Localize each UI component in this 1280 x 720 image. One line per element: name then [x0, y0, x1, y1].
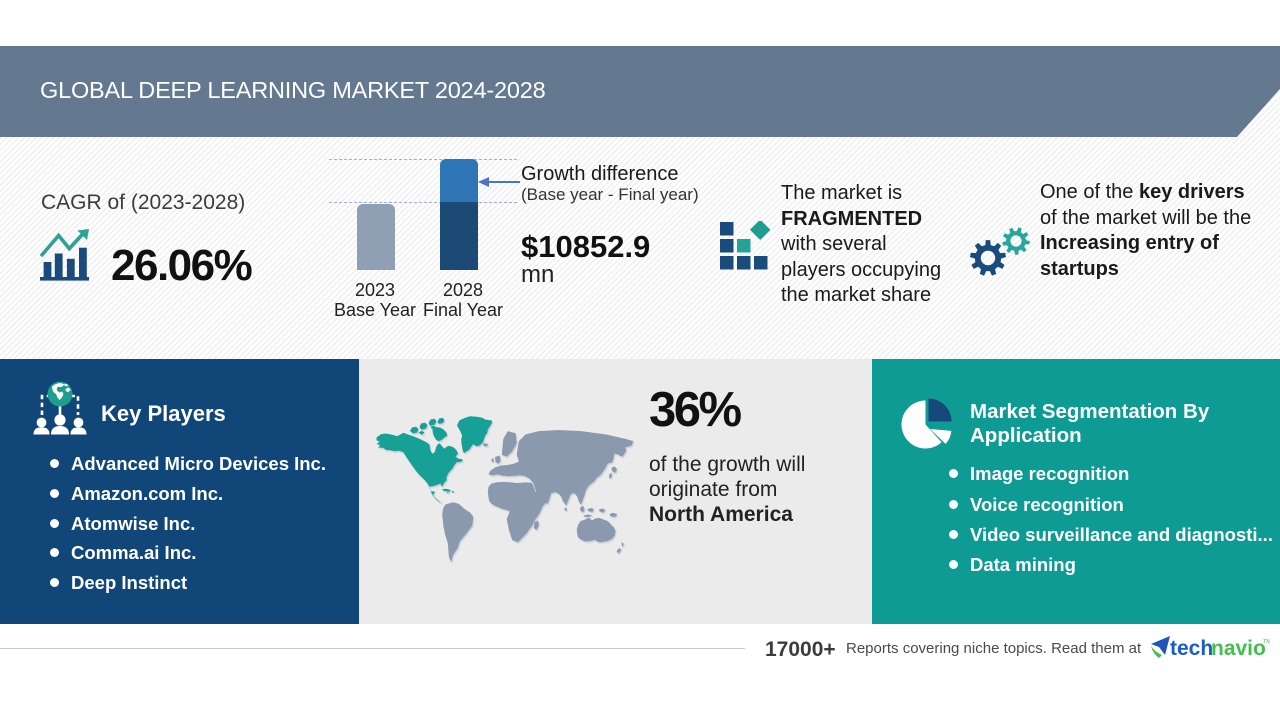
svg-text:TM: TM: [1263, 639, 1270, 645]
svg-text:navio: navio: [1211, 637, 1266, 660]
svg-text:tech: tech: [1170, 637, 1213, 660]
